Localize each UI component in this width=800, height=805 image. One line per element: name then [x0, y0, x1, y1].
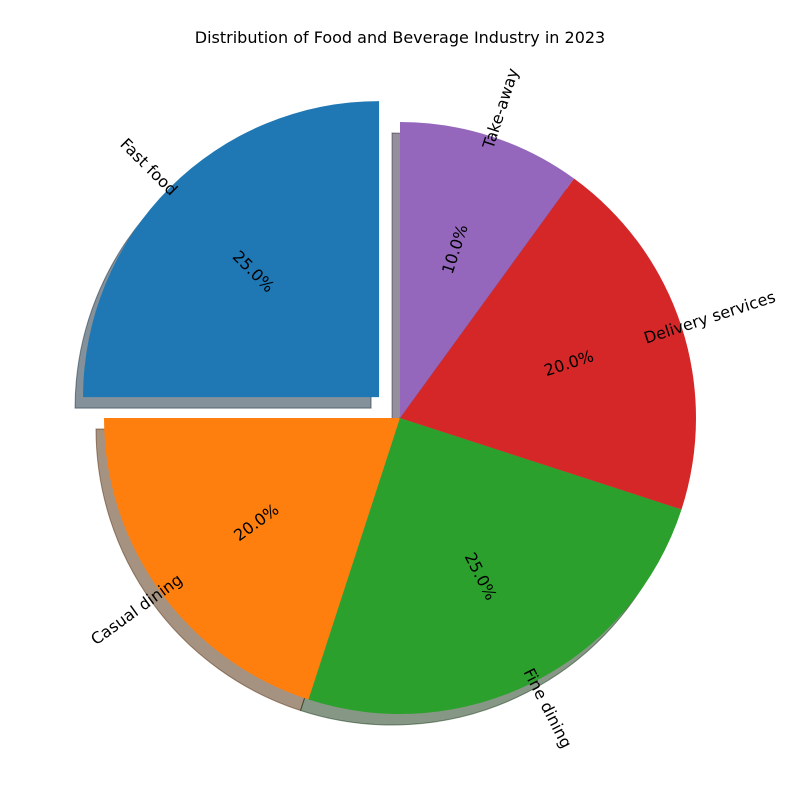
pie-slice-fine-dining	[308, 418, 682, 714]
pie-slice-fast-food	[83, 101, 380, 398]
slice-label-fast-food: Fast food	[116, 134, 181, 199]
slice-layer	[83, 101, 696, 714]
pie-slice-delivery-services	[400, 178, 696, 510]
chart-title: Distribution of Food and Beverage Indust…	[195, 28, 605, 47]
slice-label-take-away: Take-away	[478, 66, 522, 152]
pie-slice-take-away	[400, 122, 574, 418]
pie-slice-casual-dining	[104, 418, 400, 700]
